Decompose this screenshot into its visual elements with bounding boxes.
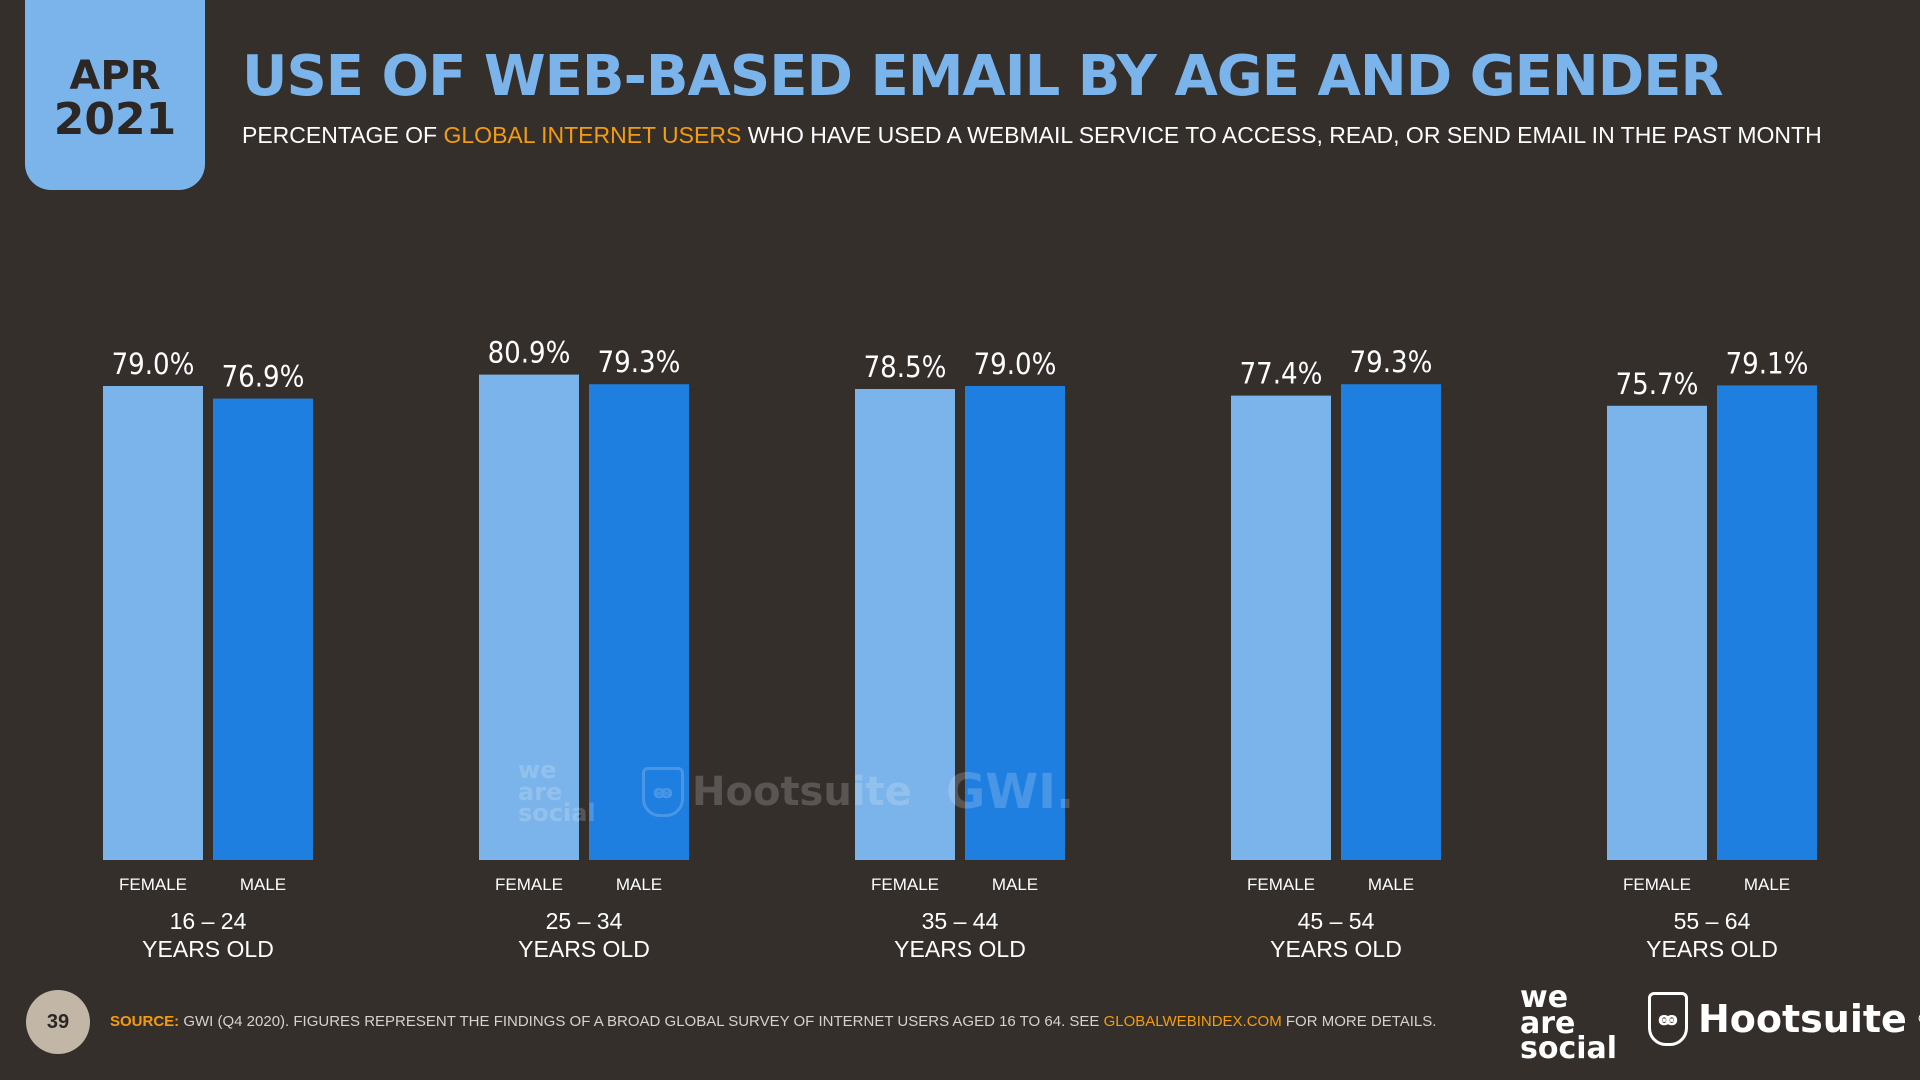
source-note: SOURCE: GWI (Q4 2020). FIGURES REPRESENT… bbox=[110, 1013, 1436, 1030]
hootsuite-owl-icon: ꙭ bbox=[1648, 992, 1688, 1046]
bar-male-2 bbox=[965, 386, 1065, 860]
category-unit-2: YEARS OLD bbox=[894, 936, 1026, 962]
subtitle-highlight: GLOBAL INTERNET USERS bbox=[443, 122, 742, 148]
category-unit-3: YEARS OLD bbox=[1270, 936, 1402, 962]
subtitle-pre: PERCENTAGE OF bbox=[242, 122, 444, 148]
we-are-social-logo: we are social bbox=[1520, 980, 1618, 1066]
category-unit-4: YEARS OLD bbox=[1646, 936, 1778, 962]
hootsuite-logo: ꙭ Hootsuite ® bbox=[1648, 992, 1920, 1046]
category-range-4: 55 – 64 bbox=[1674, 908, 1751, 934]
watermark-hootsuite-text: Hootsuite bbox=[692, 769, 912, 816]
data-label-male-4: 79.1% bbox=[1726, 346, 1809, 380]
watermark-hootsuite: ꙭ Hootsuite bbox=[642, 767, 912, 818]
data-label-male-1: 79.3% bbox=[598, 345, 681, 379]
page-title: USE OF WEB-BASED EMAIL BY AGE AND GENDER bbox=[242, 44, 1724, 109]
page-number: 39 bbox=[26, 990, 90, 1054]
series-label-male-3: MALE bbox=[1368, 875, 1414, 894]
bar-male-0 bbox=[213, 398, 313, 860]
category-unit-0: YEARS OLD bbox=[142, 936, 274, 962]
watermark-we-are-social: we are social bbox=[518, 756, 596, 828]
data-label-female-4: 75.7% bbox=[1616, 367, 1699, 401]
source-label: SOURCE: bbox=[110, 1013, 180, 1030]
category-range-1: 25 – 34 bbox=[546, 908, 623, 934]
data-label-female-3: 77.4% bbox=[1240, 357, 1323, 391]
bar-female-2 bbox=[855, 389, 955, 860]
series-label-male-1: MALE bbox=[616, 875, 662, 894]
bar-female-0 bbox=[103, 386, 203, 860]
series-label-female-2: FEMALE bbox=[871, 875, 939, 894]
date-badge: APR 2021 bbox=[25, 0, 205, 190]
series-label-male-4: MALE bbox=[1744, 875, 1790, 894]
date-year: 2021 bbox=[53, 93, 177, 145]
bar-female-4 bbox=[1607, 405, 1707, 860]
owl-icon: ꙭ bbox=[642, 767, 684, 818]
series-label-male-2: MALE bbox=[992, 875, 1038, 894]
data-label-female-1: 80.9% bbox=[488, 336, 571, 370]
series-label-female-3: FEMALE bbox=[1247, 875, 1315, 894]
subtitle-post: WHO HAVE USED A WEBMAIL SERVICE TO ACCES… bbox=[741, 122, 1822, 148]
bar-male-4 bbox=[1717, 385, 1817, 860]
series-label-male-0: MALE bbox=[240, 875, 286, 894]
series-label-female-4: FEMALE bbox=[1623, 875, 1691, 894]
source-text: GWI (Q4 2020). FIGURES REPRESENT THE FIN… bbox=[179, 1013, 1104, 1030]
bar-male-3 bbox=[1341, 384, 1441, 860]
hootsuite-logo-text: Hootsuite bbox=[1698, 997, 1907, 1041]
data-label-female-2: 78.5% bbox=[864, 350, 947, 384]
watermark-gwi: GWI. bbox=[945, 764, 1075, 821]
category-range-3: 45 – 54 bbox=[1298, 908, 1375, 934]
category-unit-1: YEARS OLD bbox=[518, 936, 650, 962]
series-label-female-1: FEMALE bbox=[495, 875, 563, 894]
data-label-male-2: 79.0% bbox=[974, 347, 1057, 381]
bar-female-1 bbox=[479, 374, 579, 860]
data-label-male-3: 79.3% bbox=[1350, 345, 1433, 379]
page-subtitle: PERCENTAGE OF GLOBAL INTERNET USERS WHO … bbox=[242, 122, 1822, 149]
watermark: we are social ꙭ Hootsuite GWI. bbox=[518, 756, 1075, 828]
bar-female-3 bbox=[1231, 395, 1331, 860]
registered-icon: ® bbox=[1917, 1012, 1920, 1027]
category-range-2: 35 – 44 bbox=[922, 908, 999, 934]
source-link[interactable]: GLOBALWEBINDEX.COM bbox=[1103, 1013, 1282, 1030]
data-label-male-0: 76.9% bbox=[222, 360, 305, 394]
date-month: APR bbox=[69, 52, 161, 99]
series-label-female-0: FEMALE bbox=[119, 875, 187, 894]
source-end: FOR MORE DETAILS. bbox=[1281, 1013, 1437, 1030]
data-label-female-0: 79.0% bbox=[112, 347, 195, 381]
category-range-0: 16 – 24 bbox=[170, 908, 247, 934]
